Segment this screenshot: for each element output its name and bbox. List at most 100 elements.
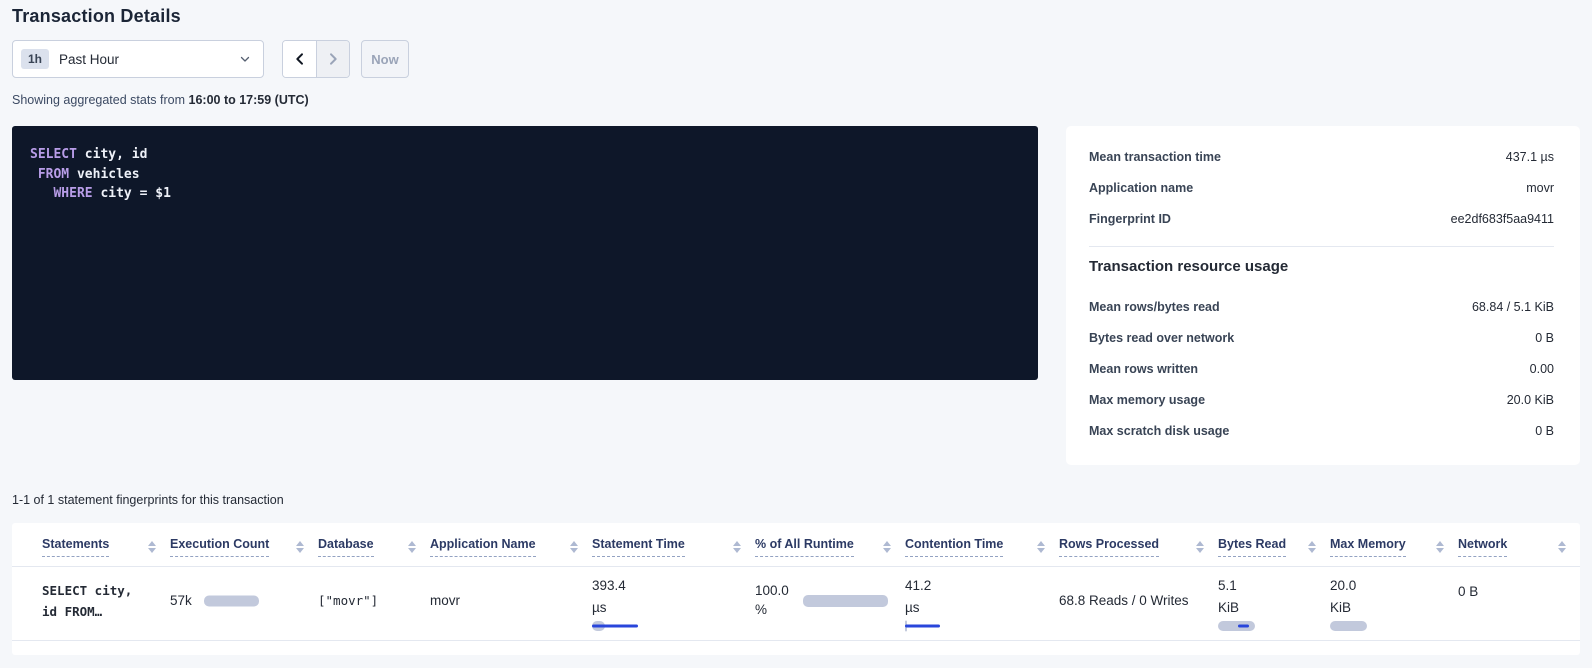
statement-time-unit: µs (592, 600, 607, 615)
bar-segment-gray (802, 594, 888, 607)
kv-value: ee2df683f5aa9411 (1450, 211, 1554, 226)
bytes-read-unit: KiB (1218, 600, 1240, 615)
now-button[interactable]: Now (361, 40, 409, 78)
summary-row-application-name: Application name movr (1089, 172, 1554, 203)
resource-row-max-scratch-disk-usage: Max scratch disk usage 0 B (1089, 415, 1554, 446)
pct-runtime-bar (802, 594, 889, 607)
sort-icon[interactable] (1037, 541, 1045, 553)
bar-segment-gray (1330, 621, 1367, 631)
sort-icon[interactable] (883, 541, 891, 553)
sort-icon[interactable] (148, 541, 156, 553)
resource-row-mean-rows-written: Mean rows written 0.00 (1089, 353, 1554, 384)
sql-line: SELECT city, id (30, 147, 148, 162)
contention-time-unit: µs (905, 600, 920, 615)
kv-label: Mean transaction time (1089, 149, 1221, 164)
resource-row-max-memory-usage: Max memory usage 20.0 KiB (1089, 384, 1554, 415)
chevron-right-icon (330, 53, 337, 65)
cell-rows-processed: 68.8 Reads / 0 Writes (1059, 566, 1218, 641)
resource-row-bytes-read-over-network: Bytes read over network 0 B (1089, 322, 1554, 353)
column-header-execution-count[interactable]: Execution Count (170, 523, 318, 567)
details-columns: SELECT city, id FROM vehicles WHERE city… (12, 126, 1580, 465)
cell-contention-time: 41.2 µs (905, 566, 1059, 641)
chevron-left-icon (295, 53, 303, 65)
cell-database: ["movr"] (318, 566, 430, 641)
page-title: Transaction Details (12, 6, 181, 26)
column-header-statement-time[interactable]: Statement Time (592, 523, 755, 567)
kv-value: 68.84 / 5.1 KiB (1471, 299, 1554, 314)
cell-statement-fingerprint[interactable]: SELECT city, id FROM… (12, 566, 170, 641)
max-memory-value: 20.0 (1330, 578, 1357, 593)
resource-usage-heading: Transaction resource usage (1089, 258, 1289, 275)
kv-label: Max memory usage (1089, 392, 1206, 407)
contention-time-bar (905, 620, 945, 632)
bar-segment-gray (1218, 621, 1255, 631)
sort-icon[interactable] (1436, 541, 1444, 553)
resource-row-mean-rows-bytes-read: Mean rows/bytes read 68.84 / 5.1 KiB (1089, 291, 1554, 322)
column-header-database[interactable]: Database (318, 523, 430, 567)
statement-text-line: SELECT city, (42, 582, 133, 598)
kv-value: movr (1526, 180, 1554, 195)
bytes-read-value: 5.1 (1218, 578, 1237, 593)
statement-time-bar (592, 620, 652, 632)
sort-icon[interactable] (733, 541, 741, 553)
sql-line: FROM vehicles (30, 166, 140, 182)
sort-icon[interactable] (296, 541, 304, 553)
database-value: ["movr"] (318, 592, 379, 608)
cell-max-memory: 20.0 KiB (1330, 566, 1458, 641)
time-range-label: Past Hour (59, 51, 120, 67)
sort-icon[interactable] (570, 541, 578, 553)
cell-bytes-read: 5.1 KiB (1218, 566, 1330, 641)
prev-time-range-button[interactable] (283, 41, 316, 77)
kv-value: 437.1 µs (1505, 149, 1554, 164)
rows-processed-value: 68.8 Reads / 0 Writes (1059, 592, 1189, 608)
column-header-bytes-read[interactable]: Bytes Read (1218, 523, 1330, 567)
application-name-value: movr (430, 592, 460, 608)
max-memory-unit: KiB (1330, 600, 1352, 615)
statements-table: Statements Execution Count Database Appl… (12, 523, 1580, 641)
cell-execution-count: 57k (170, 566, 318, 641)
kv-value: 0 B (1535, 423, 1554, 438)
sort-icon[interactable] (408, 541, 416, 553)
column-header-contention-time[interactable]: Contention Time (905, 523, 1059, 567)
pct-runtime-value: 100.0 (755, 582, 789, 598)
column-header-pct-of-all-runtime[interactable]: % of All Runtime (755, 523, 905, 567)
sort-icon[interactable] (1308, 541, 1316, 553)
sort-icon[interactable] (1558, 541, 1566, 553)
bar-segment-blue (905, 624, 940, 628)
bar-segment-blue (592, 624, 638, 628)
next-time-range-button[interactable] (316, 41, 349, 77)
column-header-max-memory[interactable]: Max Memory (1330, 523, 1458, 567)
kv-label: Mean rows/bytes read (1089, 299, 1220, 314)
cell-network: 0 B (1458, 566, 1580, 641)
sql-query-box: SELECT city, id FROM vehicles WHERE city… (12, 126, 1038, 380)
chevron-down-icon (240, 56, 250, 62)
column-header-application-name[interactable]: Application Name (430, 523, 592, 567)
kv-value: 0.00 (1529, 361, 1554, 376)
statements-table-card: Statements Execution Count Database Appl… (12, 523, 1580, 655)
kv-label: Bytes read over network (1089, 330, 1235, 345)
column-header-network[interactable]: Network (1458, 523, 1580, 567)
kv-label: Fingerprint ID (1089, 211, 1171, 226)
column-header-rows-processed[interactable]: Rows Processed (1059, 523, 1218, 567)
kv-value: 20.0 KiB (1506, 392, 1554, 407)
kv-label: Mean rows written (1089, 361, 1199, 376)
kv-label: Max scratch disk usage (1089, 423, 1230, 438)
pct-runtime-unit: % (755, 601, 768, 617)
stats-note-prefix: Showing aggregated stats from (12, 93, 189, 107)
cell-statement-time: 393.4 µs (592, 566, 755, 641)
sort-icon[interactable] (1196, 541, 1204, 553)
execution-count-value: 57k (170, 593, 192, 608)
kv-label: Application name (1089, 180, 1194, 195)
contention-time-value: 41.2 (905, 578, 932, 593)
max-memory-bar (1330, 620, 1370, 632)
bytes-read-bar (1218, 620, 1258, 632)
statement-time-value: 393.4 (592, 578, 626, 593)
time-nav-group (282, 40, 350, 78)
execution-count-bar (203, 595, 262, 607)
column-header-statements[interactable]: Statements (12, 523, 170, 567)
kv-value: 0 B (1535, 330, 1554, 345)
time-range-dropdown[interactable]: 1h Past Hour (12, 40, 264, 78)
card-divider (1089, 246, 1554, 247)
summary-row-mean-transaction-time: Mean transaction time 437.1 µs (1089, 141, 1554, 172)
summary-row-fingerprint-id: Fingerprint ID ee2df683f5aa9411 (1089, 203, 1554, 234)
